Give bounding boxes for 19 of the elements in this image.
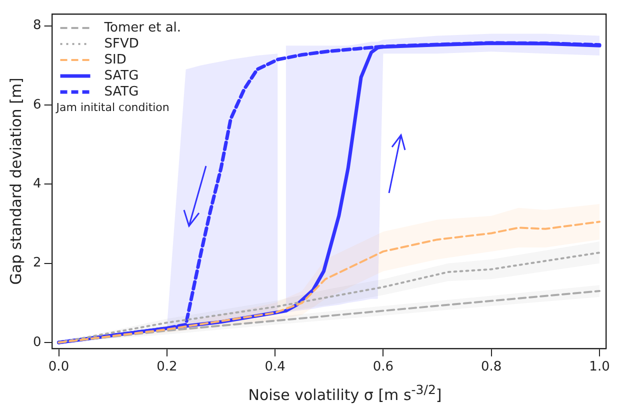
y-tick-label: 6 [32,97,42,112]
legend-label: SATG [104,84,139,100]
y-axis-title: Gap standard deviation [m] [6,78,25,285]
legend-label: SID [104,52,126,68]
y-tick-label: 8 [32,18,42,34]
x-tick-label: 0.2 [156,360,178,375]
legend-label: SATG [104,68,139,84]
legend-label: Tomer et al. [103,20,182,36]
annotation: Jam initital condition [55,100,170,114]
legend-label: SFVD [104,36,139,52]
x-tick-label: 0.4 [264,360,286,375]
x-tick-label: 0.0 [48,360,70,375]
y-tick-label: 2 [32,256,42,271]
x-axis-title: Noise volatility σ [m s$^{-3/2}$] [247,382,443,404]
x-tick-label: 0.6 [372,360,394,375]
x-tick-label: 0.8 [481,360,502,375]
y-tick-label: 0 [32,334,42,350]
y-tick-label: 4 [32,176,42,192]
x-tick-label: 1.0 [589,360,610,375]
